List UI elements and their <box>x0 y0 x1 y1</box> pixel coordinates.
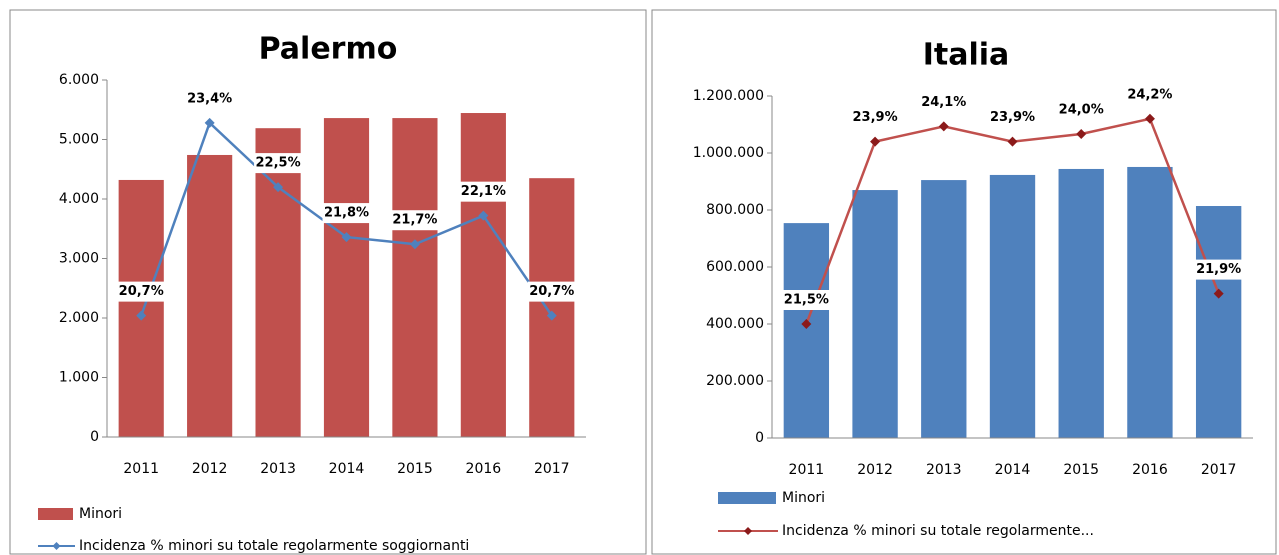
value-label-bg <box>322 203 371 224</box>
value-label-bg <box>185 88 234 109</box>
x-tick-label: 2015 <box>397 461 433 477</box>
bar <box>392 118 438 437</box>
chart-title: Palermo <box>259 32 398 67</box>
y-tick-label: 400.000 <box>706 316 764 332</box>
marker <box>204 117 215 128</box>
value-label-bg <box>851 107 900 128</box>
marker <box>938 121 949 132</box>
value-label-bg <box>254 153 303 174</box>
marker <box>546 310 557 321</box>
y-tick-label: 200.000 <box>706 373 764 389</box>
bar <box>118 179 164 437</box>
bar <box>460 113 506 438</box>
value-label-bg <box>459 181 508 202</box>
x-tick-label: 2016 <box>466 461 502 477</box>
value-label-bg <box>1194 259 1243 280</box>
value-label: 21,8% <box>324 206 369 221</box>
legend-label: Incidenza % minori su totale regolarment… <box>782 523 1094 539</box>
value-label-bg <box>527 281 576 302</box>
y-tick-label: 2.000 <box>59 310 99 326</box>
x-tick-label: 2014 <box>995 462 1031 478</box>
y-tick-label: 4.000 <box>59 191 99 207</box>
x-tick-label: 2017 <box>534 461 570 477</box>
y-tick-label: 1.000 <box>59 370 99 386</box>
value-label-bg <box>1057 100 1106 120</box>
value-label-bg <box>919 92 968 113</box>
value-label: 24,0% <box>1059 103 1104 118</box>
marker <box>273 182 284 193</box>
marker <box>870 136 881 147</box>
value-label: 20,7% <box>529 284 574 299</box>
x-tick-label: 2015 <box>1063 462 1099 478</box>
value-label: 22,5% <box>256 156 301 171</box>
marker <box>136 310 147 321</box>
marker <box>478 210 489 221</box>
value-label: 24,2% <box>1127 87 1172 102</box>
x-tick-label: 2012 <box>192 461 228 477</box>
bar <box>1127 166 1173 438</box>
legend-marker <box>744 527 752 535</box>
x-tick-label: 2013 <box>260 461 296 477</box>
value-label: 23,9% <box>853 110 898 125</box>
bar <box>852 190 898 438</box>
legend-label: Incidenza % minori su totale regolarment… <box>79 538 469 554</box>
value-label-bg <box>988 107 1037 128</box>
value-label: 23,9% <box>990 110 1035 125</box>
y-tick-label: 0 <box>755 430 764 446</box>
bar <box>323 118 370 437</box>
value-label: 21,7% <box>392 213 437 228</box>
value-label: 21,5% <box>784 293 829 308</box>
marker <box>409 239 420 250</box>
marker <box>1076 129 1087 139</box>
x-tick-label: 2013 <box>926 462 962 478</box>
y-tick-label: 3.000 <box>59 251 99 267</box>
bar <box>1195 206 1242 438</box>
bar <box>187 154 233 437</box>
value-label: 20,7% <box>119 284 164 299</box>
y-tick-label: 5.000 <box>59 132 99 148</box>
x-tick-label: 2014 <box>329 461 365 477</box>
x-tick-label: 2012 <box>857 462 893 478</box>
marker <box>1213 288 1224 299</box>
bar <box>783 223 830 438</box>
value-label: 21,9% <box>1196 262 1241 277</box>
legend-label: Minori <box>79 506 122 522</box>
y-tick-label: 1.000.000 <box>693 145 764 161</box>
legend-marker <box>52 542 61 550</box>
value-label-bg <box>390 210 439 231</box>
bar <box>921 180 967 438</box>
legend-swatch <box>718 492 776 504</box>
chart-title: Italia <box>923 38 1010 73</box>
legend-label: Minori <box>782 490 825 506</box>
value-label-bg <box>117 281 166 302</box>
value-label-bg <box>782 290 831 310</box>
marker <box>1144 113 1155 124</box>
marker <box>1007 136 1018 147</box>
y-tick-label: 600.000 <box>706 259 764 275</box>
marker <box>341 232 352 243</box>
value-label: 23,4% <box>187 91 232 106</box>
y-tick-label: 0 <box>90 429 99 445</box>
x-tick-label: 2016 <box>1132 462 1168 478</box>
x-tick-label: 2017 <box>1201 462 1237 478</box>
bar <box>989 174 1036 438</box>
x-tick-label: 2011 <box>123 461 159 477</box>
bar <box>1058 168 1104 438</box>
marker <box>801 319 812 329</box>
bar <box>529 178 575 438</box>
bar <box>255 128 301 437</box>
legend-swatch <box>38 508 73 520</box>
y-tick-label: 6.000 <box>59 72 99 88</box>
value-label-bg <box>1125 84 1174 105</box>
value-label: 24,1% <box>921 95 966 110</box>
y-tick-label: 800.000 <box>706 202 764 218</box>
x-tick-label: 2011 <box>789 462 825 478</box>
y-tick-label: 1.200.000 <box>693 88 764 104</box>
value-label: 22,1% <box>461 184 506 199</box>
